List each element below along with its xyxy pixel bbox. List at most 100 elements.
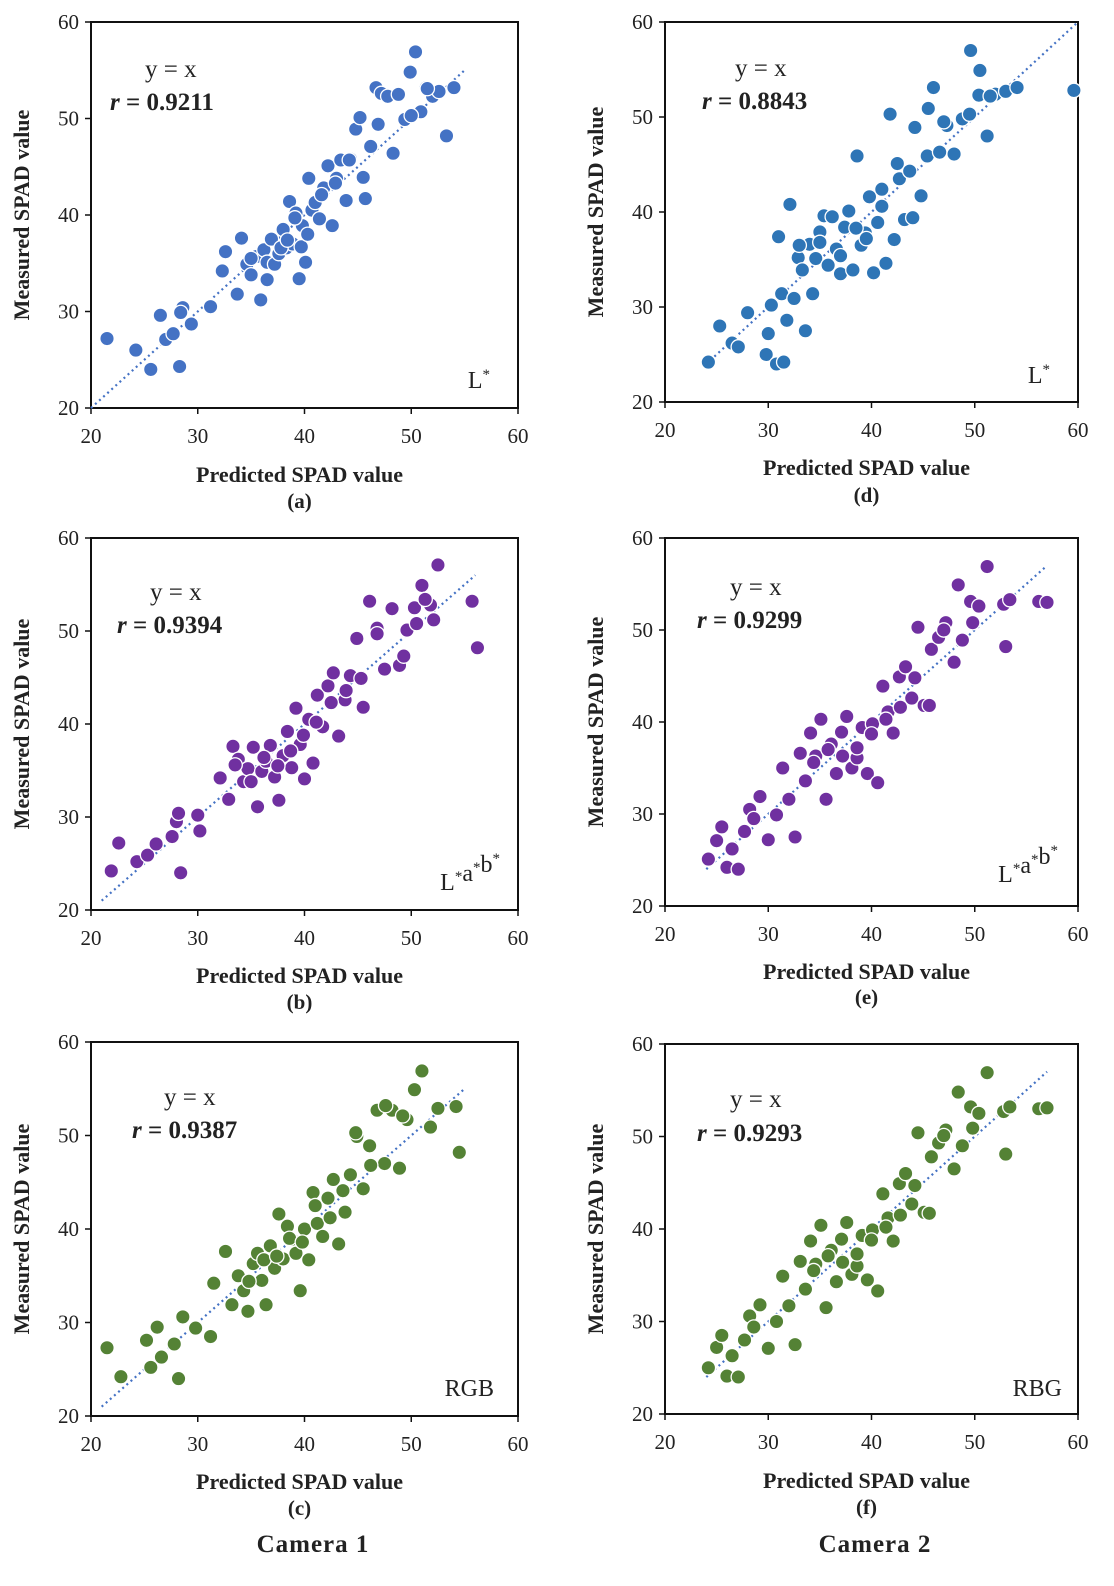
x-tick-label: 60	[1068, 1430, 1089, 1454]
chart-panel-f: 20 30 40 50 60 20 30 40 50 60 Predicted SPAD value…	[583, 1032, 1089, 1519]
data-point	[288, 700, 304, 717]
x-tick-label: 40	[294, 424, 315, 448]
data-point	[205, 1275, 222, 1292]
data-point	[283, 759, 300, 776]
data-point	[417, 591, 433, 608]
y-tick-label: 60	[58, 526, 79, 550]
x-tick-label: 30	[187, 926, 208, 950]
data-point	[901, 163, 918, 179]
y-tick-label: 40	[632, 710, 653, 734]
data-point	[294, 1234, 311, 1250]
data-point	[708, 832, 725, 849]
y-tick-label: 50	[632, 1125, 653, 1149]
data-point	[848, 220, 864, 236]
data-point	[752, 788, 768, 805]
data-point	[361, 1137, 378, 1154]
data-point	[834, 1254, 851, 1271]
data-point	[408, 615, 425, 632]
data-point	[904, 209, 921, 226]
data-point	[807, 250, 824, 267]
y-tick-label: 60	[632, 10, 653, 34]
data-point	[768, 807, 785, 823]
data-point	[391, 1160, 408, 1177]
data-point	[913, 188, 929, 204]
y-tick-label: 20	[632, 1402, 653, 1426]
data-point	[745, 810, 762, 827]
data-point	[287, 210, 303, 226]
data-point	[212, 770, 229, 786]
x-tick-label: 30	[758, 418, 779, 442]
data-point	[925, 79, 942, 96]
data-point	[139, 847, 156, 863]
data-point	[921, 1205, 938, 1222]
data-point	[327, 175, 344, 192]
data-point	[739, 304, 756, 321]
data-point	[172, 304, 189, 321]
x-tick-label: 20	[81, 424, 102, 448]
x-tick-label: 20	[655, 922, 676, 946]
data-point	[781, 791, 797, 808]
data-point	[838, 708, 855, 725]
color-space-label: L*a*b*	[440, 851, 500, 896]
color-space-label: L*	[1028, 362, 1050, 389]
y-tick-label: 30	[632, 295, 653, 319]
data-point	[768, 1313, 785, 1330]
data-point	[308, 714, 325, 730]
data-point	[838, 1214, 855, 1231]
data-point	[217, 243, 234, 260]
data-point	[341, 152, 358, 168]
data-point	[736, 1332, 753, 1348]
data-point	[263, 231, 280, 247]
data-point	[820, 741, 836, 758]
data-point	[907, 119, 923, 136]
trendline-y-equals-x	[705, 1070, 1048, 1378]
x-tick-label: 20	[655, 418, 676, 442]
data-point	[736, 823, 753, 840]
data-point	[361, 593, 378, 610]
data-point	[362, 138, 379, 155]
x-tick-label: 40	[294, 926, 315, 950]
data-point	[1009, 79, 1025, 96]
data-point	[833, 1231, 850, 1248]
data-point	[921, 697, 938, 714]
data-point	[311, 211, 328, 227]
data-point	[352, 109, 368, 126]
data-point	[377, 1097, 394, 1114]
data-point	[745, 1319, 762, 1335]
y-tick-label: 30	[58, 805, 79, 829]
data-point	[804, 285, 821, 302]
data-point	[370, 116, 387, 133]
data-point	[142, 361, 159, 378]
data-point	[325, 664, 342, 681]
data-point	[448, 1098, 464, 1115]
data-point	[166, 1336, 183, 1352]
data-point	[818, 791, 834, 808]
data-point	[338, 192, 354, 209]
x-axis-label: Predicted SPAD value	[196, 963, 403, 988]
data-point	[357, 190, 374, 207]
data-point	[170, 805, 187, 822]
x-tick-label: 40	[861, 418, 882, 442]
data-point	[971, 1105, 987, 1122]
y-axis-label: Measured SPAD value	[9, 618, 34, 829]
color-space-label: L*	[468, 367, 490, 394]
x-tick-label: 60	[1068, 418, 1089, 442]
data-point	[202, 298, 219, 315]
data-point	[330, 728, 347, 744]
data-point	[931, 144, 948, 160]
data-point	[812, 234, 828, 251]
data-point	[849, 1246, 865, 1262]
data-point	[889, 155, 906, 172]
panel-label: (b)	[287, 990, 313, 1014]
data-point	[865, 264, 882, 281]
data-point	[878, 255, 894, 272]
data-point	[229, 286, 246, 302]
data-point	[946, 654, 962, 671]
y-tick-label: 40	[58, 1217, 79, 1241]
data-point	[282, 743, 299, 759]
data-point	[313, 186, 330, 203]
correlation-label: r = 0.9211	[110, 89, 214, 116]
data-point	[840, 203, 857, 219]
data-point	[214, 263, 231, 279]
panel-label: (e)	[855, 985, 878, 1009]
